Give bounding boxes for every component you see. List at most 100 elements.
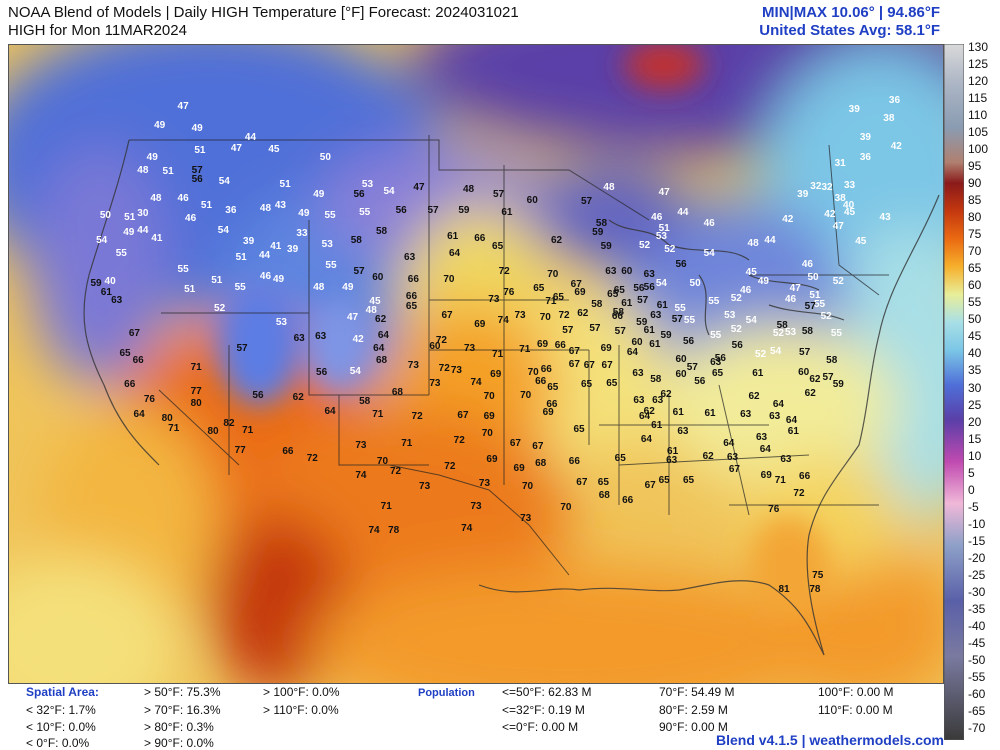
scale-tick-38: -60 [968,686,986,701]
station-temp-65: 55 [234,282,246,294]
station-temp-237: 61 [752,367,764,379]
station-temp-38: 30 [137,207,149,219]
station-temp-75: 59 [90,278,102,290]
station-temp-225: 63 [652,395,664,407]
station-temp-253: 59 [832,378,844,390]
station-temp-243: 56 [682,335,695,347]
station-temp-202: 74 [461,522,473,534]
station-temp-86: 74 [497,315,509,327]
scale-tick-36: -50 [968,652,986,667]
station-temp-168: 82 [223,417,235,429]
station-temp-135: 66 [540,364,552,376]
station-temp-90: 58 [591,299,603,311]
station-temp-204: 67 [644,479,656,491]
pop-70: 70°F: 54.49 M [659,685,735,699]
station-temp-16: 56 [353,188,365,200]
scale-tick-8: 90 [968,176,982,191]
station-temp-59: 66 [474,232,486,244]
station-temp-159: 71 [372,408,384,420]
station-temp-48: 49 [123,226,135,238]
station-temp-119: 68 [375,354,388,366]
station-temp-264: 52 [730,293,742,305]
scale-tick-39: -65 [968,703,986,718]
station-temp-241: 65 [711,367,724,379]
station-temp-117: 71 [190,362,202,374]
station-temp-68: 48 [313,282,325,294]
station-temp-136: 67 [568,359,580,370]
temperature-map[interactable]: 47 49 49 51 47 44 45 50 49 48 51 57 56 54 51 49 56 53 54 47… [8,44,944,684]
station-temp-72: 70 [443,273,455,285]
station-temp-197: 71 [380,501,392,513]
station-temp-265: 55 [708,296,720,308]
scale-tick-5: 105 [968,125,989,140]
station-temp-7: 50 [319,152,331,164]
station-temp-311: 60 [675,353,687,365]
station-temp-51: 41 [151,232,163,244]
station-temp-286: 33 [843,179,856,191]
station-temp-150: 65 [606,378,618,390]
station-temp-263: 50 [689,278,701,290]
station-temp-61: 64 [448,248,461,260]
station-temp-143: 56 [316,366,328,378]
station-temp-88: 69 [574,286,586,298]
station-temp-145: 73 [429,378,441,390]
scale-tick-0: 130 [968,40,989,54]
station-temp-87: 71 [545,296,557,308]
station-temp-112: 63 [650,309,662,321]
station-temp-167: 71 [168,423,180,434]
stat-above-50: > 50°F: 75.3% [144,685,221,699]
station-temp-323: 75 [812,569,824,581]
station-temp-272: 52 [638,239,651,251]
min-max-readout: MIN|MAX 10.06° | 94.86°F [762,4,940,21]
station-temp-220: 64 [723,437,735,449]
scale-tick-28: -10 [968,516,986,531]
station-temp-105: 70 [539,312,551,324]
scale-tick-34: -40 [968,618,986,633]
station-temp-120: 60 [429,341,441,353]
stat-above-80: > 80°F: 0.3% [144,720,214,734]
station-temp-138: 67 [601,360,613,372]
stat-below-0: < 0°F: 0.0% [26,736,90,750]
footer-credit[interactable]: Blend v4.1.5 | weathermodels.com [716,732,944,748]
station-temp-50: 54 [96,235,108,247]
scale-tick-9: 85 [968,193,982,208]
scale-tick-20: 30 [968,380,982,395]
station-temp-157: 66 [546,398,558,410]
station-temp-178: 73 [355,440,367,452]
station-temp-201: 74 [368,525,380,537]
station-temp-274: 46 [651,212,663,224]
station-temp-146: 74 [470,376,482,388]
station-temp-91: 62 [577,307,589,319]
station-temp-114: 65 [119,348,131,360]
station-temp-116: 57 [236,343,248,354]
station-temp-121: 72 [435,335,447,347]
stat-above-70: > 70°F: 16.3% [144,703,221,717]
station-temp-200: 73 [520,513,532,525]
station-temp-290: 39 [859,132,871,144]
station-temp-251: 60 [798,366,810,378]
scale-tick-11: 75 [968,227,982,242]
station-temp-133: 69 [490,368,502,380]
station-temp-156: 70 [520,390,532,402]
station-temp-199: 70 [560,502,572,514]
scale-tick-16: 50 [968,312,982,327]
station-temp-275: 44 [677,206,689,218]
station-temp-154: 58 [359,396,371,408]
station-temp-165: 76 [143,394,155,406]
station-temp-166: 80 [161,413,173,425]
station-temp-262: 46 [740,284,752,296]
station-temp-221: 63 [755,431,768,443]
scale-tick-12: 70 [968,244,982,259]
station-temp-14: 51 [279,178,291,190]
station-temp-176: 77 [234,445,246,457]
station-temp-231: 64 [785,414,798,426]
station-temp-315: 52 [755,348,767,360]
station-temp-233: 64 [772,398,784,410]
stat-below-10: < 10°F: 0.0% [26,720,96,734]
station-temp-28: 55 [324,209,336,221]
station-temp-24: 36 [225,204,237,216]
station-temp-239: 58 [650,373,662,385]
station-temp-181: 70 [376,455,389,467]
pop-90: 90°F: 0.00 M [659,720,728,734]
station-temp-100: 47 [346,312,359,324]
